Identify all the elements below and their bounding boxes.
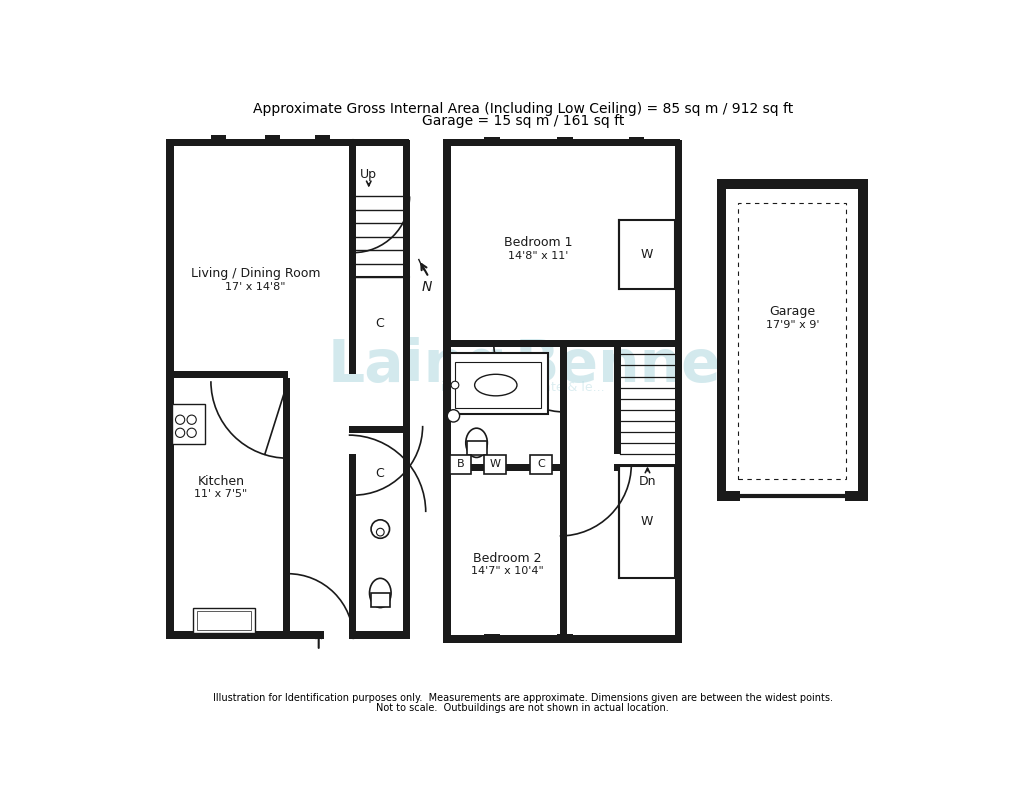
Bar: [844, 491, 867, 501]
Bar: [858, 181, 867, 501]
Text: C: C: [375, 467, 383, 480]
Circle shape: [175, 415, 184, 425]
Bar: [619, 466, 675, 578]
Bar: [443, 464, 567, 472]
Text: 14'8" x 11': 14'8" x 11': [507, 251, 568, 260]
Bar: [716, 180, 867, 188]
Bar: [193, 608, 255, 633]
Bar: [172, 404, 205, 444]
Bar: [716, 181, 726, 501]
Text: 11' x 7'5": 11' x 7'5": [194, 489, 248, 499]
Circle shape: [186, 415, 196, 425]
Bar: [348, 462, 356, 639]
Text: B: B: [457, 460, 464, 469]
Bar: [197, 612, 251, 630]
Bar: [348, 426, 409, 433]
Ellipse shape: [369, 578, 390, 608]
Circle shape: [186, 428, 196, 438]
Bar: [484, 455, 505, 473]
Text: 14'7" x 10'4": 14'7" x 10'4": [471, 566, 543, 576]
Circle shape: [376, 528, 384, 536]
Bar: [559, 341, 567, 466]
Text: Not to scale.  Outbuildings are not shown in actual location.: Not to scale. Outbuildings are not shown…: [376, 704, 668, 714]
Circle shape: [175, 428, 184, 438]
Text: Garage: Garage: [768, 306, 814, 319]
Bar: [443, 138, 680, 146]
Text: W: W: [489, 460, 500, 469]
Bar: [613, 341, 620, 455]
Bar: [166, 140, 174, 639]
Text: Living / Dining Room: Living / Dining Room: [191, 267, 320, 280]
Bar: [403, 140, 410, 639]
Bar: [559, 464, 567, 643]
Bar: [629, 137, 644, 146]
Bar: [211, 135, 226, 146]
Bar: [449, 354, 547, 413]
Text: W: W: [640, 515, 652, 527]
Ellipse shape: [466, 428, 487, 457]
Bar: [353, 632, 410, 639]
Bar: [716, 491, 739, 501]
Bar: [675, 140, 682, 643]
Bar: [283, 378, 290, 639]
Text: Illustration for Identification purposes only.  Measurements are approximate. Di: Illustration for Identification purposes…: [213, 693, 832, 704]
Circle shape: [450, 381, 459, 389]
Circle shape: [371, 520, 389, 538]
Bar: [484, 633, 499, 643]
Bar: [454, 362, 541, 409]
Text: Approximate Gross Internal Area (Including Low Ceiling) = 85 sq m / 912 sq ft: Approximate Gross Internal Area (Includi…: [253, 103, 792, 116]
Bar: [443, 635, 680, 643]
Bar: [556, 633, 573, 643]
Bar: [265, 135, 280, 146]
Text: Laing: Laing: [327, 337, 506, 394]
Text: Garage = 15 sq m / 161 sq ft: Garage = 15 sq m / 161 sq ft: [421, 114, 624, 128]
Bar: [348, 455, 356, 462]
Bar: [484, 137, 499, 146]
Bar: [166, 138, 409, 146]
Bar: [619, 219, 675, 289]
Text: N: N: [421, 280, 431, 294]
Bar: [371, 593, 389, 607]
Bar: [443, 341, 680, 347]
Ellipse shape: [474, 375, 517, 396]
Text: Bedroom 1: Bedroom 1: [503, 236, 572, 249]
Bar: [556, 137, 573, 146]
Text: Bedroom 2: Bedroom 2: [473, 552, 541, 565]
Bar: [166, 632, 324, 639]
Text: Kitchen: Kitchen: [198, 475, 245, 488]
Text: W: W: [640, 248, 652, 260]
Bar: [738, 202, 846, 479]
Text: Dn: Dn: [638, 475, 655, 488]
Text: Benne: Benne: [515, 337, 721, 394]
Text: Up: Up: [360, 168, 377, 181]
Bar: [613, 464, 682, 472]
Bar: [443, 140, 450, 643]
Text: 17' x 14'8": 17' x 14'8": [225, 282, 285, 291]
Bar: [466, 441, 486, 455]
Text: C: C: [537, 460, 544, 469]
Bar: [172, 404, 178, 444]
Text: independent estate & le...: independent estate & le...: [440, 381, 604, 394]
Circle shape: [447, 409, 460, 422]
Bar: [530, 455, 551, 473]
Bar: [166, 371, 287, 378]
Bar: [315, 135, 330, 146]
Bar: [348, 146, 356, 374]
Text: C: C: [375, 317, 383, 330]
Text: 17'9" x 9': 17'9" x 9': [764, 320, 818, 330]
Bar: [449, 455, 471, 473]
